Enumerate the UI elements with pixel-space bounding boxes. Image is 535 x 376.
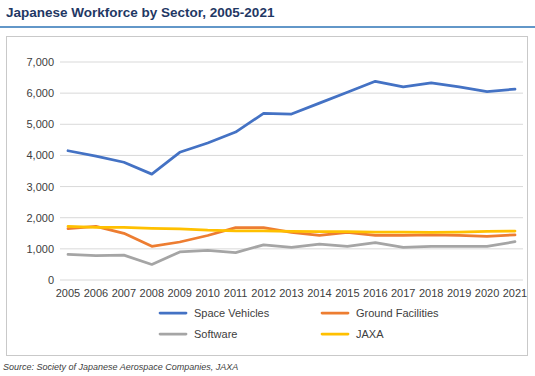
grid-line (60, 155, 523, 156)
title: Japanese Workforce by Sector, 2005-2021 (6, 5, 275, 20)
y-tick-label: 1,000 (26, 243, 54, 255)
x-tick-label: 2019 (447, 287, 471, 299)
y-tick-label: 7,000 (26, 56, 54, 68)
x-tick-label: 2013 (279, 287, 303, 299)
x-tick-label: 2018 (419, 287, 443, 299)
x-tick-label: 2010 (195, 287, 219, 299)
x-tick-label: 2011 (224, 287, 248, 299)
y-tick-label: 4,000 (26, 149, 54, 161)
legend-label: JAXA (356, 328, 384, 340)
y-tick-label: 2,000 (26, 212, 54, 224)
series-line (68, 226, 515, 232)
legend-label: Ground Facilities (356, 307, 439, 319)
x-tick-label: 2008 (140, 287, 164, 299)
grid-line (60, 186, 523, 187)
series-group (68, 81, 515, 264)
legend-swatch (322, 312, 348, 315)
grid-line (60, 93, 523, 94)
source: Source: Society of Japanese Aerospace Co… (3, 362, 238, 372)
y-tick-label: 5,000 (26, 118, 54, 130)
x-tick-label: 2015 (335, 287, 359, 299)
series-line (68, 226, 515, 246)
grid-line (60, 62, 523, 63)
legend-swatch (160, 333, 186, 336)
x-tick-label: 2020 (475, 287, 499, 299)
y-tick-label: 6,000 (26, 87, 54, 99)
y-tick-label: 3,000 (26, 181, 54, 193)
legend-label: Software (194, 328, 237, 340)
grid-line (60, 280, 523, 281)
x-tick-label: 2009 (168, 287, 192, 299)
x-tick-label: 2006 (84, 287, 108, 299)
x-tick-label: 2021 (503, 287, 527, 299)
y-tick-label: 0 (48, 274, 54, 286)
series-line (68, 81, 515, 174)
grid-line (60, 124, 523, 125)
x-tick-label: 2016 (363, 287, 387, 299)
chart: Japanese Workforce by Sector, 2005-2021 0… (0, 0, 535, 376)
x-tick-label: 2012 (251, 287, 275, 299)
x-tick-label: 2017 (391, 287, 415, 299)
grid-line (60, 217, 523, 218)
series-line (68, 242, 515, 265)
x-tick-label: 2014 (307, 287, 331, 299)
chart-frame (7, 37, 528, 356)
title-rule (0, 26, 535, 28)
legend-swatch (322, 333, 348, 336)
legend-swatch (160, 312, 186, 315)
x-tick-label: 2005 (56, 287, 80, 299)
x-tick-label: 2007 (112, 287, 136, 299)
legend-label: Space Vehicles (194, 307, 270, 319)
